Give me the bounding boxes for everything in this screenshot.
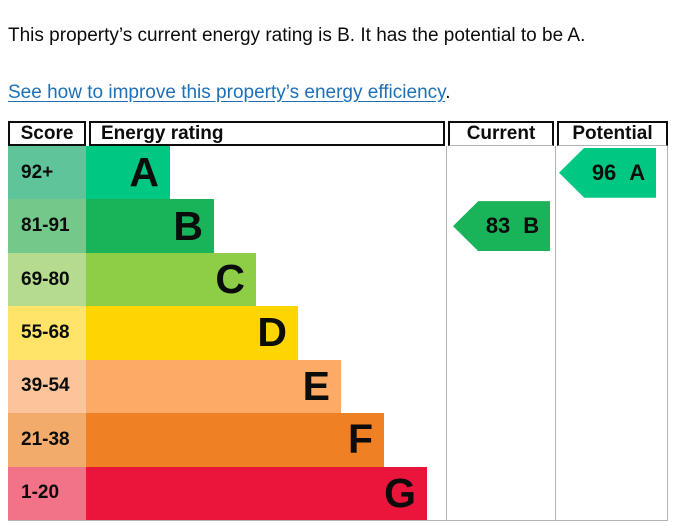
band-bar-c: C [86,252,256,307]
band-bar-d: D [86,306,298,360]
band-letter-b: B [173,202,203,249]
band-row-g: 1-20 G [8,466,668,520]
band-score-a: 92+ [8,146,86,200]
column-divider-current [446,146,447,520]
current-rating-arrow: 83 B [453,201,550,252]
improve-efficiency-link[interactable]: See how to improve this property’s energ… [8,82,446,103]
potential-header: Potential [557,121,668,146]
band-letter-g: G [384,469,416,516]
link-suffix: . [445,82,451,103]
band-row-d: 55-68 D [8,306,668,360]
score-header: Score [8,121,86,146]
energy-rating-header: Energy rating [89,121,445,146]
band-score-b: 81-91 [8,199,86,253]
band-bar-g: G [86,466,427,520]
band-score-g: 1-20 [8,466,86,520]
potential-rating-value: 96 [591,159,617,185]
band-bar-b: B [86,199,214,253]
band-letter-c: C [215,256,245,303]
band-letter-f: F [347,416,373,463]
current-rating-grade: B [523,213,540,239]
improve-link-line: See how to improve this property’s energ… [8,80,451,105]
band-bar-e: E [86,359,341,414]
epc-chart-body: 92+ A 81-91 B 69-80 C 55-68 D 39-54 E 21-38 F 1-20 G … [8,146,668,521]
column-divider-right [667,146,668,520]
potential-rating-grade: A [629,159,646,185]
band-letter-a: A [129,149,159,196]
band-score-f: 21-38 [8,413,86,467]
band-row-b: 81-91 B [8,199,668,253]
band-letter-d: D [257,309,287,356]
band-score-d: 55-68 [8,306,86,360]
band-row-c: 69-80 C [8,252,668,307]
band-row-e: 39-54 E [8,359,668,414]
band-score-c: 69-80 [8,252,86,307]
epc-rating-chart: Score Energy rating Current Potential 92… [8,121,668,521]
band-row-a: 92+ A [8,146,668,200]
band-bar-a: A [86,146,170,200]
band-row-f: 21-38 F [8,413,668,467]
rating-summary-text: This property’s current energy rating is… [8,25,586,46]
potential-rating-arrow: 96 A [559,147,656,198]
current-rating-value: 83 [485,213,511,239]
band-rows: 92+ A 81-91 B 69-80 C 55-68 D 39-54 E 21-38 F 1-20 G [8,146,668,520]
epc-chart-header: Score Energy rating Current Potential [8,121,668,146]
band-score-e: 39-54 [8,359,86,414]
current-header: Current [448,121,554,146]
column-divider-potential [555,146,556,520]
band-bar-f: F [86,413,384,467]
band-letter-e: E [302,362,330,409]
